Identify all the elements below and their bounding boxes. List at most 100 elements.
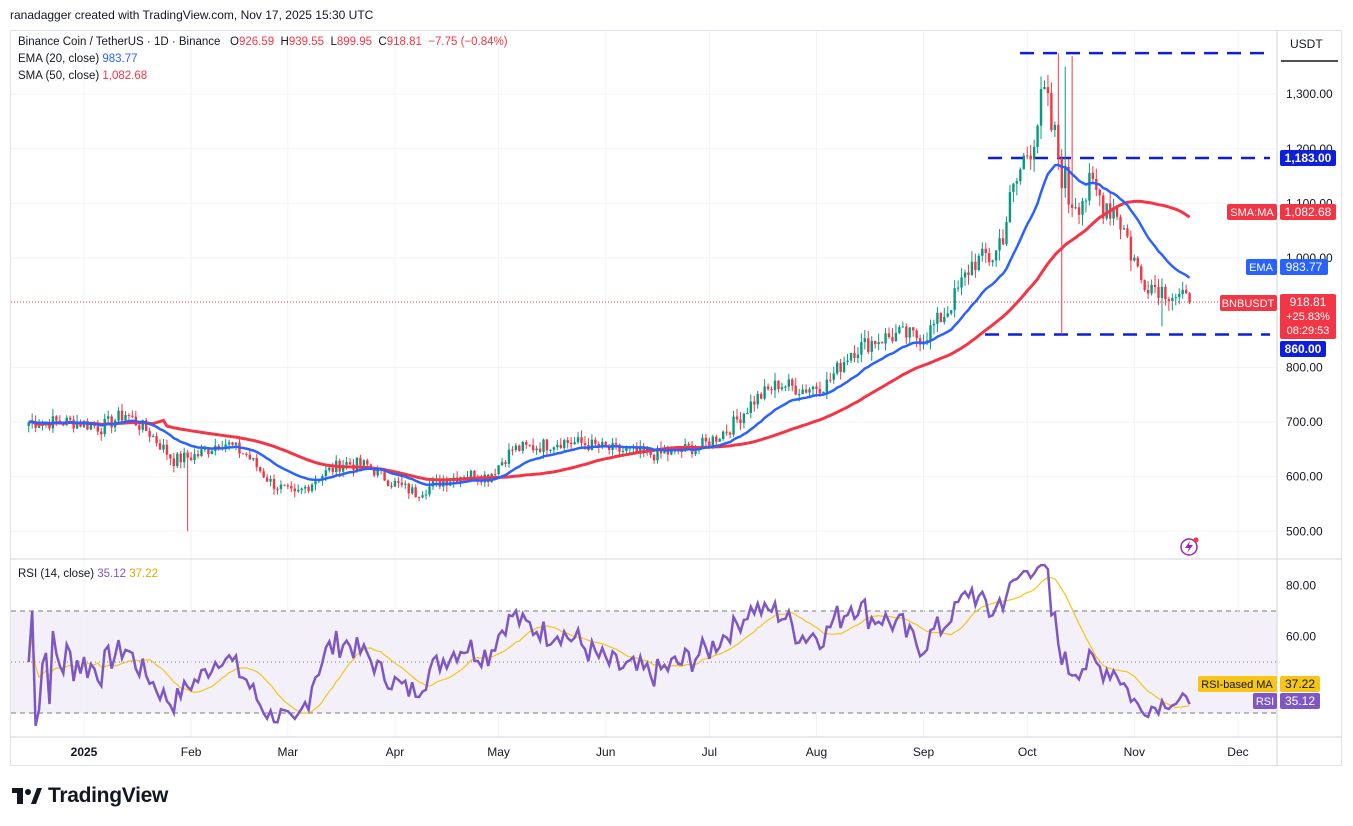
candle-body <box>462 476 466 478</box>
tradingview-logo[interactable]: TradingView <box>12 784 168 808</box>
ema-legend-row[interactable]: EMA (20, close) 983.77 <box>18 51 508 68</box>
open-value: 926.59 <box>238 36 275 48</box>
candle-body <box>1126 228 1129 237</box>
candle-body <box>939 312 943 323</box>
candle-body <box>234 442 238 445</box>
rsi-legend[interactable]: RSI (14, close) 35.12 37.22 <box>18 566 158 583</box>
candle-body <box>1181 289 1184 294</box>
candle-body <box>701 437 704 447</box>
svg-text:1,183.00: 1,183.00 <box>1285 151 1332 165</box>
candle-body <box>794 385 797 395</box>
candle-body <box>974 261 977 270</box>
candle-body <box>860 342 863 355</box>
candle-body <box>151 436 155 438</box>
candle-body <box>614 443 618 445</box>
high-label: H <box>280 36 289 48</box>
candle-body <box>759 393 763 399</box>
candle-body <box>1088 172 1091 201</box>
ema-legend-value: 983.77 <box>102 53 138 65</box>
candle-body <box>563 440 566 448</box>
candle-body <box>1012 183 1015 193</box>
candle-body <box>290 486 293 489</box>
sma-legend-label: SMA (50, close) <box>18 70 100 82</box>
svg-text:+25.83%: +25.83% <box>1286 311 1330 323</box>
time-axis-label: Aug <box>806 745 827 759</box>
candle-body <box>742 413 746 423</box>
candle-body <box>1153 284 1157 288</box>
candle-body <box>1084 200 1088 202</box>
candle-body <box>272 478 276 489</box>
candle-body <box>569 442 573 445</box>
candle-body <box>307 486 310 491</box>
svg-text:860.00: 860.00 <box>1285 342 1322 356</box>
candle-body <box>141 420 144 430</box>
lightning-icon[interactable] <box>1180 537 1199 556</box>
candle-body <box>1112 207 1115 219</box>
candle-body <box>1077 207 1081 215</box>
candle-body <box>1164 286 1167 300</box>
time-axis-label: Dec <box>1227 745 1248 759</box>
svg-text:35.12: 35.12 <box>1285 694 1315 708</box>
candle-body <box>155 436 158 444</box>
candle-body <box>390 485 393 487</box>
open-label: O <box>230 36 239 48</box>
svg-text:1,082.68: 1,082.68 <box>1285 205 1332 219</box>
candle-body <box>1050 93 1053 131</box>
candle-body <box>915 330 918 339</box>
currency-label[interactable]: USDT <box>1290 37 1323 51</box>
candle-body <box>328 467 331 471</box>
candle-body <box>421 495 424 498</box>
candle-body <box>787 379 791 387</box>
sma-legend-row[interactable]: SMA (50, close) 1,082.68 <box>18 68 508 85</box>
credit-text: ranadagger created with TradingView.com,… <box>10 8 374 22</box>
candle-body <box>867 338 870 352</box>
candle-body <box>366 460 369 465</box>
candle-body <box>407 483 410 494</box>
candle-body <box>877 342 880 345</box>
candle-body <box>297 489 300 492</box>
candle-body <box>138 425 141 430</box>
candle-body <box>708 441 711 447</box>
candle-body <box>670 448 673 455</box>
candle-body <box>542 439 545 452</box>
candle-body <box>621 450 625 452</box>
time-axis-label: Jul <box>702 745 717 759</box>
candle-body <box>27 422 30 426</box>
candle-body <box>1057 124 1060 159</box>
candle-body <box>1157 287 1160 298</box>
svg-text:37.22: 37.22 <box>1285 677 1315 691</box>
candle-body <box>144 420 148 432</box>
svg-text:918.81: 918.81 <box>1290 295 1327 309</box>
candle-body <box>908 327 911 338</box>
candle-body <box>497 465 500 475</box>
candle-body <box>1150 284 1153 294</box>
candle-body <box>580 437 583 444</box>
candle-body <box>618 444 621 452</box>
candle-body <box>469 470 473 478</box>
rsi-legend-value: 35.12 <box>97 568 127 580</box>
grid-lines <box>11 31 1277 737</box>
close-value: 918.81 <box>386 36 422 48</box>
candle-body <box>1053 124 1057 131</box>
candle-body <box>680 451 683 453</box>
sma-tag: SMA:MA 1,082.68 <box>1227 204 1336 220</box>
candle-body <box>1060 158 1063 189</box>
candle-body <box>932 323 936 326</box>
candle-body <box>1119 216 1122 230</box>
candle-body <box>286 485 290 487</box>
candle-body <box>103 418 106 435</box>
candle-body <box>331 467 334 472</box>
svg-text:983.77: 983.77 <box>1286 260 1323 274</box>
svg-text:RSI: RSI <box>1256 696 1274 708</box>
candle-body <box>55 416 58 421</box>
candle-body <box>196 454 200 457</box>
candle-body <box>162 444 165 450</box>
candle-body <box>224 444 227 448</box>
symbol-title[interactable]: Binance Coin / TetherUS · 1D · Binance <box>18 36 221 48</box>
candle-body <box>231 442 234 445</box>
candle-body <box>998 238 1001 251</box>
candle-body <box>324 470 328 477</box>
candle-body <box>37 425 41 428</box>
candle-body <box>373 468 376 476</box>
